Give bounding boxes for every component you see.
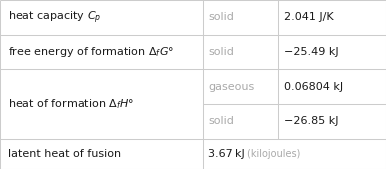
- Text: 0.06804 kJ: 0.06804 kJ: [284, 82, 343, 92]
- Text: gaseous: gaseous: [208, 82, 255, 92]
- Text: −25.49 kJ: −25.49 kJ: [284, 47, 339, 57]
- Text: heat of formation $\Delta_f H°$: heat of formation $\Delta_f H°$: [8, 97, 134, 111]
- Text: solid: solid: [208, 47, 234, 57]
- Text: heat capacity $C_p$: heat capacity $C_p$: [8, 9, 101, 26]
- Text: 2.041 J/K: 2.041 J/K: [284, 12, 334, 22]
- Text: solid: solid: [208, 116, 234, 126]
- Text: (kilojoules): (kilojoules): [245, 149, 301, 159]
- Text: free energy of formation $\Delta_f G°$: free energy of formation $\Delta_f G°$: [8, 45, 174, 59]
- Text: solid: solid: [208, 12, 234, 22]
- Text: −26.85 kJ: −26.85 kJ: [284, 116, 338, 126]
- Text: 3.67 kJ: 3.67 kJ: [208, 149, 245, 159]
- Text: latent heat of fusion: latent heat of fusion: [8, 149, 121, 159]
